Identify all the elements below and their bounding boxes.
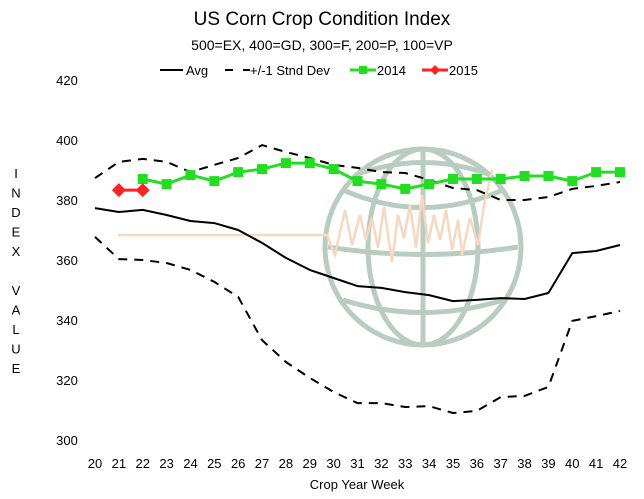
series-2015-marker <box>111 183 126 198</box>
avg-line <box>94 207 621 303</box>
x-tick-label: 27 <box>255 456 269 471</box>
chart-title: US Corn Crop Condition Index <box>194 9 451 30</box>
x-tick-label: 24 <box>183 456 197 471</box>
x-tick-label: 35 <box>446 456 460 471</box>
x-axis-label: Crop Year Week <box>310 477 405 492</box>
y-axis-label-letter: E <box>12 225 21 240</box>
y-axis-label-letter: V <box>12 283 21 298</box>
y-tick-label: 320 <box>56 373 78 388</box>
x-tick-label: 20 <box>88 456 102 471</box>
series-2014-marker <box>543 171 554 181</box>
x-tick-label: 41 <box>589 456 603 471</box>
series-2014-marker <box>304 158 315 169</box>
y-axis-label-letter: I <box>14 166 18 181</box>
legend-marker-2014 <box>359 66 367 74</box>
legend-label-avg: Avg <box>186 63 208 78</box>
series-2014-marker <box>280 158 291 169</box>
series-2014-marker <box>400 183 411 194</box>
x-tick-label: 28 <box>279 456 293 471</box>
series-2014-marker <box>257 164 268 175</box>
x-tick-label: 36 <box>470 456 484 471</box>
y-tick-label: 420 <box>56 73 78 88</box>
y-axis-label-letter: L <box>12 322 19 337</box>
y-tick-label: 340 <box>56 313 78 328</box>
x-tick-label: 37 <box>493 456 507 471</box>
y-axis-label-letter: A <box>12 303 21 318</box>
series-2014-marker <box>615 167 625 178</box>
series-2014-marker <box>376 179 387 190</box>
y-axis-label-letter: N <box>11 186 20 201</box>
legend-label-2015: 2015 <box>449 63 478 78</box>
series-2014-marker <box>567 176 578 187</box>
stdev-lower-line <box>94 236 621 414</box>
series-2014-marker <box>185 170 196 181</box>
y-axis-label-letter: U <box>11 342 20 357</box>
globe-watermark-icon <box>118 146 524 348</box>
chart-subtitle: 500=EX, 400=GD, 300=F, 200=P, 100=VP <box>191 37 453 53</box>
series-group <box>94 144 625 414</box>
series-2014-marker <box>447 174 458 184</box>
y-axis-ticks: 300 320 340 360 380 400 420 <box>56 73 78 448</box>
series-2014-marker <box>519 171 530 181</box>
x-tick-label: 29 <box>303 456 317 471</box>
series-2014-marker <box>495 174 506 184</box>
legend: Avg +/-1 Stnd Dev 2014 2015 <box>160 63 478 78</box>
legend-marker-2015 <box>430 65 440 75</box>
legend-label-2014: 2014 <box>377 63 406 78</box>
y-axis-label-letter: X <box>12 244 21 259</box>
series-2015-marker <box>135 183 150 198</box>
y-tick-label: 380 <box>56 193 78 208</box>
y-axis-label-letter: D <box>11 205 20 220</box>
x-tick-label: 33 <box>398 456 412 471</box>
x-tick-label: 32 <box>374 456 388 471</box>
series-2014-marker <box>471 174 482 184</box>
stdev-upper-line <box>94 144 621 201</box>
legend-label-stdev: +/-1 Stnd Dev <box>250 63 330 78</box>
x-tick-label: 25 <box>207 456 221 471</box>
x-axis-ticks: 20 21 22 23 24 25 26 27 28 29 30 31 32 33 34 35 36 37 38 39… <box>88 456 627 471</box>
y-tick-label: 400 <box>56 133 78 148</box>
series-2014-marker <box>328 164 339 175</box>
x-tick-label: 40 <box>565 456 579 471</box>
series-2014-marker <box>424 179 435 190</box>
x-tick-label: 42 <box>613 456 627 471</box>
series-2014-marker <box>591 167 602 178</box>
x-tick-label: 30 <box>326 456 340 471</box>
series-2014-marker <box>352 176 363 187</box>
x-tick-label: 22 <box>135 456 149 471</box>
x-tick-label: 31 <box>350 456 364 471</box>
x-tick-label: 23 <box>159 456 173 471</box>
x-tick-label: 39 <box>541 456 555 471</box>
x-tick-label: 38 <box>517 456 531 471</box>
y-tick-label: 360 <box>56 253 78 268</box>
series-2014-marker <box>137 174 148 184</box>
x-tick-label: 34 <box>422 456 436 471</box>
x-tick-label: 26 <box>231 456 245 471</box>
y-tick-label: 300 <box>56 433 78 448</box>
series-2014-marker <box>161 179 172 190</box>
series-2014-marker <box>209 176 220 187</box>
series-2014-marker <box>233 167 244 178</box>
y-axis-label-letter: E <box>12 361 21 376</box>
x-tick-label: 21 <box>112 456 126 471</box>
